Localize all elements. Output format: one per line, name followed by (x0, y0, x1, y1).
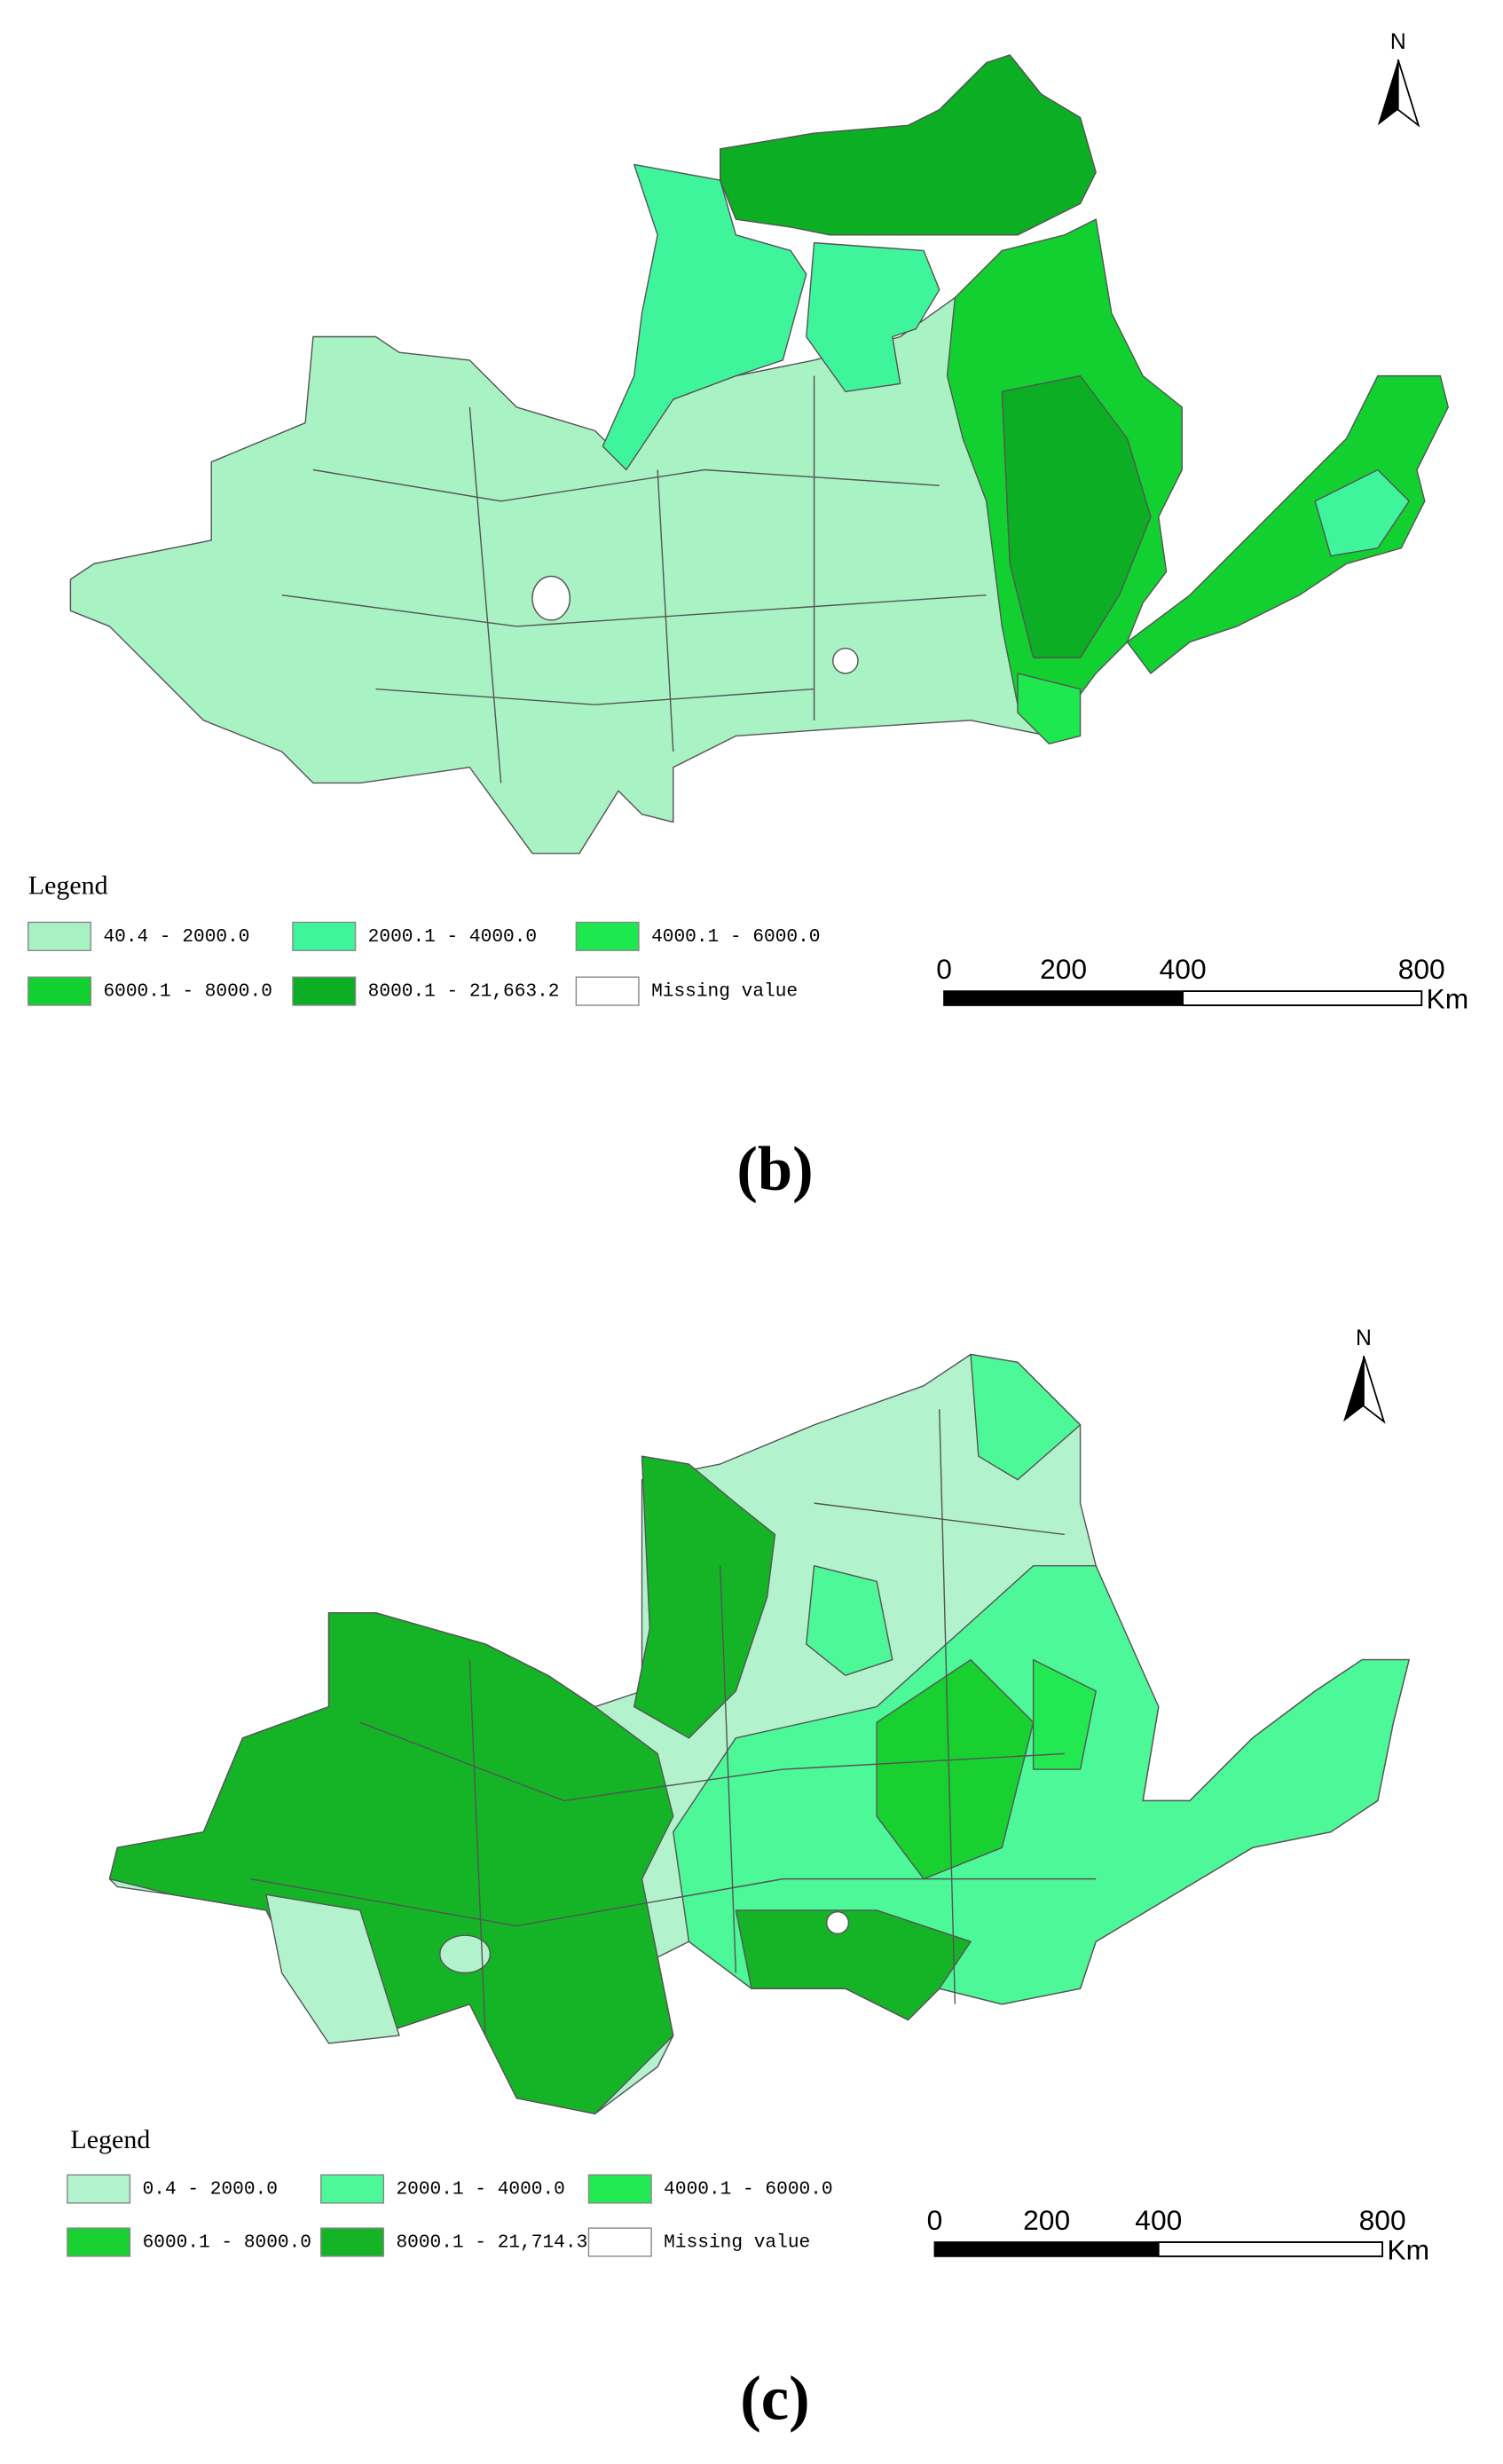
scale-bar-white (1182, 990, 1423, 1006)
scale-unit: Km (1387, 2233, 1429, 2265)
scale-bar-outline (943, 990, 1423, 1006)
north-label: N (1390, 30, 1406, 54)
legend-swatch (587, 2227, 652, 2257)
legend-swatch (67, 2174, 131, 2204)
legend-label: 8000.1 - 21,663.2 (368, 981, 560, 1003)
north-arrow-b: N (1377, 30, 1420, 128)
legend-label: 4000.1 - 6000.0 (651, 926, 820, 948)
scale-unit: Km (1427, 983, 1469, 1015)
scale-label: 800 (1398, 953, 1445, 985)
legend-swatch (28, 976, 92, 1006)
north-label: N (1356, 1326, 1372, 1350)
scale-bar-black (934, 2242, 1159, 2256)
legend-label: 6000.1 - 8000.0 (143, 2232, 311, 2254)
caption: (c) (740, 2364, 809, 2433)
scale-label: 400 (1160, 953, 1207, 985)
map-c (108, 1353, 1410, 2115)
legend-label: 8000.1 - 21,714.3 (396, 2232, 587, 2254)
legend-title: Legend (70, 2125, 150, 2154)
legend-label: 2000.1 - 4000.0 (396, 2179, 564, 2200)
map-b (69, 54, 1449, 854)
caption: (b) (736, 1135, 813, 1204)
legend-label: 6000.1 - 8000.0 (103, 981, 271, 1003)
legend-label: 4000.1 - 6000.0 (664, 2179, 832, 2200)
legend-label: Missing value (651, 981, 798, 1003)
legend-swatch (292, 921, 357, 951)
scale-label: 200 (1040, 953, 1087, 985)
north-arrow-c: N (1343, 1326, 1386, 1424)
scale-bar-black (944, 991, 1184, 1005)
legend-swatch (575, 921, 640, 951)
legend-title: Legend (28, 871, 108, 901)
legend-label: 0.4 - 2000.0 (143, 2179, 278, 2200)
legend-swatch (320, 2227, 385, 2257)
legend-swatch (28, 921, 92, 951)
scale-label: 200 (1023, 2204, 1070, 2236)
scale-label: 0 (936, 953, 952, 985)
legend-swatch (320, 2174, 385, 2204)
scale-label: 0 (927, 2204, 943, 2236)
legend-label: 40.4 - 2000.0 (103, 926, 249, 948)
legend-swatch (67, 2227, 131, 2257)
scale-bar-white (1157, 2241, 1384, 2257)
scale-label: 800 (1359, 2204, 1406, 2236)
legend-swatch (575, 976, 640, 1006)
scale-bar-outline (933, 2241, 1384, 2257)
legend-swatch (587, 2174, 652, 2204)
scale-label: 400 (1135, 2204, 1182, 2236)
legend-label: 2000.1 - 4000.0 (368, 926, 537, 948)
legend-label: Missing value (664, 2232, 810, 2254)
legend-swatch (292, 976, 357, 1006)
